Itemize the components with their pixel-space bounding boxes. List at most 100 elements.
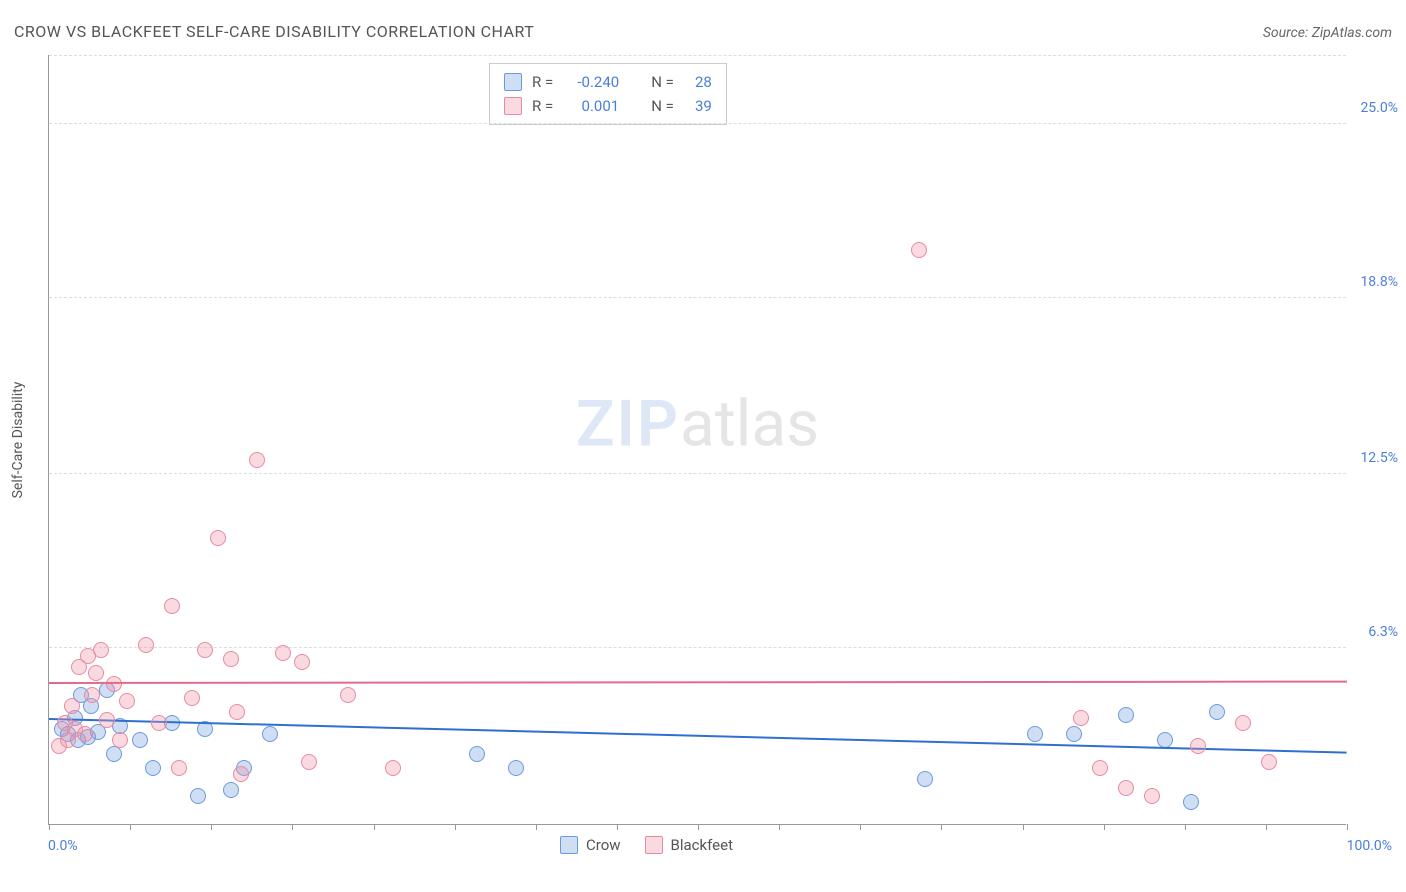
y-tick-label: 6.3% — [1350, 624, 1398, 640]
data-point-blackfeet — [229, 704, 245, 720]
data-point-blackfeet — [184, 690, 200, 706]
n-label: N = — [651, 94, 674, 118]
data-point-blackfeet — [77, 726, 93, 742]
x-tick — [1104, 824, 1105, 830]
data-point-blackfeet — [88, 665, 104, 681]
data-point-crow — [190, 788, 206, 804]
data-point-blackfeet — [99, 712, 115, 728]
data-point-crow — [106, 746, 122, 762]
data-point-crow — [1157, 732, 1173, 748]
data-point-blackfeet — [119, 693, 135, 709]
data-point-blackfeet — [93, 642, 109, 658]
data-point-blackfeet — [1092, 760, 1108, 776]
correlation-legend: R = -0.240 N = 28 R = 0.001 N = 39 — [489, 63, 727, 125]
source-attribution: Source: ZipAtlas.com — [1263, 25, 1392, 41]
x-tick — [374, 824, 375, 830]
data-point-blackfeet — [1190, 738, 1206, 754]
data-point-blackfeet — [223, 651, 239, 667]
data-point-blackfeet — [294, 654, 310, 670]
grid-line — [49, 473, 1346, 474]
data-point-crow — [1183, 794, 1199, 810]
r-label: R = — [532, 70, 553, 94]
trend-line-blackfeet — [49, 681, 1347, 684]
data-point-crow — [917, 771, 933, 787]
data-point-blackfeet — [210, 530, 226, 546]
legend-row-blackfeet: R = 0.001 N = 39 — [504, 94, 712, 118]
legend-label: Blackfeet — [671, 836, 733, 854]
legend-item-blackfeet: Blackfeet — [645, 836, 733, 854]
data-point-blackfeet — [1235, 715, 1251, 731]
x-tick — [130, 824, 131, 830]
r-label: R = — [532, 94, 553, 118]
data-point-blackfeet — [249, 452, 265, 468]
data-point-crow — [132, 732, 148, 748]
x-axis-min-label: 0.0% — [48, 838, 78, 854]
data-point-blackfeet — [64, 698, 80, 714]
data-point-crow — [1027, 726, 1043, 742]
data-point-crow — [1066, 726, 1082, 742]
data-point-crow — [469, 746, 485, 762]
data-point-blackfeet — [106, 676, 122, 692]
x-tick — [536, 824, 537, 830]
trend-line-crow — [49, 718, 1347, 754]
y-axis-title: Self-Care Disability — [10, 382, 26, 499]
data-point-crow — [223, 782, 239, 798]
r-value: 0.001 — [563, 94, 619, 118]
data-point-blackfeet — [1261, 754, 1277, 770]
data-point-blackfeet — [385, 760, 401, 776]
legend-swatch-blackfeet — [645, 836, 663, 854]
x-tick — [1185, 824, 1186, 830]
y-tick-label: 12.5% — [1350, 450, 1398, 466]
data-point-blackfeet — [911, 242, 927, 258]
x-tick — [292, 824, 293, 830]
data-point-crow — [508, 760, 524, 776]
legend-row-crow: R = -0.240 N = 28 — [504, 70, 712, 94]
chart-header: CROW VS BLACKFEET SELF-CARE DISABILITY C… — [14, 22, 1392, 41]
data-point-blackfeet — [1073, 710, 1089, 726]
x-tick — [211, 824, 212, 830]
data-point-blackfeet — [84, 687, 100, 703]
n-label: N = — [651, 70, 674, 94]
x-tick — [941, 824, 942, 830]
grid-line — [49, 647, 1346, 648]
x-tick — [455, 824, 456, 830]
x-tick — [779, 824, 780, 830]
data-point-blackfeet — [1144, 788, 1160, 804]
x-tick — [860, 824, 861, 830]
legend-swatch-crow — [560, 836, 578, 854]
plot-area: ZIPatlas R =-0.240N =28R =0.001N =39 6.3… — [48, 55, 1346, 825]
x-tick — [1023, 824, 1024, 830]
data-point-blackfeet — [197, 642, 213, 658]
data-point-blackfeet — [1118, 780, 1134, 796]
data-point-blackfeet — [164, 598, 180, 614]
x-tick — [617, 824, 618, 830]
x-tick — [1347, 824, 1348, 830]
data-point-crow — [145, 760, 161, 776]
data-point-blackfeet — [301, 754, 317, 770]
watermark: ZIPatlas — [576, 387, 819, 462]
legend-label: Crow — [586, 836, 621, 854]
n-value: 28 — [684, 70, 712, 94]
x-tick — [698, 824, 699, 830]
data-point-blackfeet — [340, 687, 356, 703]
x-tick — [1266, 824, 1267, 830]
data-point-blackfeet — [151, 715, 167, 731]
x-tick — [49, 824, 50, 830]
data-point-blackfeet — [275, 645, 291, 661]
data-point-crow — [1209, 704, 1225, 720]
chart-title: CROW VS BLACKFEET SELF-CARE DISABILITY C… — [14, 22, 534, 41]
data-point-blackfeet — [138, 637, 154, 653]
legend-item-crow: Crow — [560, 836, 621, 854]
grid-line — [49, 123, 1346, 124]
n-value: 39 — [684, 94, 712, 118]
data-point-blackfeet — [171, 760, 187, 776]
data-point-blackfeet — [112, 732, 128, 748]
legend-swatch-crow — [504, 73, 522, 91]
data-point-crow — [262, 726, 278, 742]
series-legend: Crow Blackfeet — [560, 836, 733, 854]
grid-line — [49, 297, 1346, 298]
grid-line — [49, 55, 1346, 56]
legend-swatch-blackfeet — [504, 97, 522, 115]
r-value: -0.240 — [563, 70, 619, 94]
data-point-blackfeet — [233, 766, 249, 782]
